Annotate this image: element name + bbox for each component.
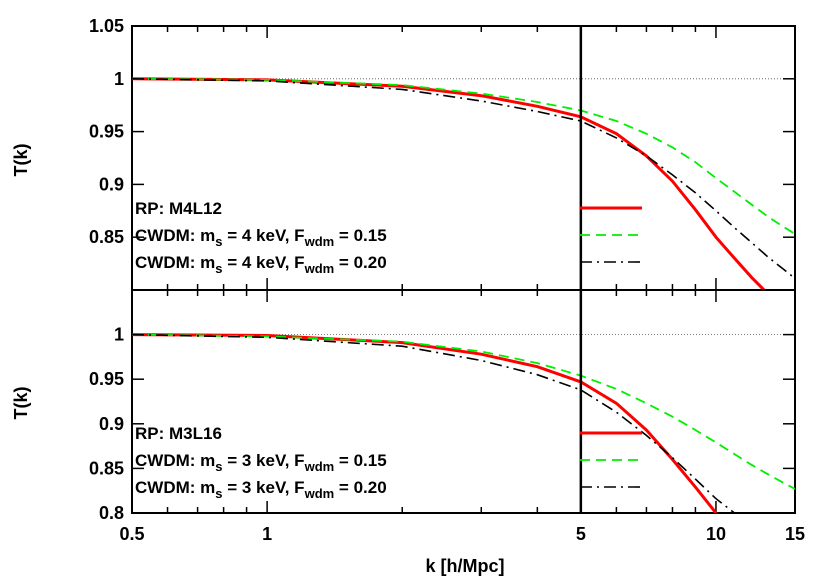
legend-entry-label: CWDM: ms = 4 keV, Fwdm = 0.20	[135, 253, 387, 276]
x-tick-label: 1	[262, 524, 272, 544]
y-tick-label: 1	[114, 325, 124, 345]
legend-text-part: s	[215, 459, 222, 474]
legend-text-main: RP: M3L16	[135, 424, 222, 443]
y-tick-label: 0.85	[89, 458, 124, 478]
x-tick-label: 5	[576, 524, 586, 544]
legend-text-part: wdm	[304, 486, 335, 501]
x-tick-label: 15	[785, 524, 805, 544]
legend-text-part: s	[215, 486, 222, 501]
legend-text-main: RP: M4L12	[135, 199, 222, 218]
legend-text-part: = 4 keV, F	[223, 226, 305, 245]
x-tick-label: 0.5	[119, 524, 144, 544]
y-tick-label: 0.95	[89, 122, 124, 142]
plot-frame	[131, 289, 796, 514]
legend-entry-label: CWDM: ms = 3 keV, Fwdm = 0.15	[135, 451, 387, 474]
legend-text-part: = 0.15	[334, 451, 386, 470]
y-tick-label: 1	[114, 69, 124, 89]
legend-text-part: CWDM: m	[135, 253, 215, 272]
y-tick-label: 0.85	[89, 227, 124, 247]
plot-frame	[131, 25, 796, 291]
legend-text-part: = 3 keV, F	[223, 451, 305, 470]
legend-entry-label: CWDM: ms = 3 keV, Fwdm = 0.20	[135, 478, 387, 501]
series-line-dashed	[132, 77, 795, 235]
x-tick-label: 10	[706, 524, 726, 544]
legend-text-part: = 0.20	[334, 253, 386, 272]
legend-text-part: = 0.20	[334, 478, 386, 497]
y-tick-label: 1.05	[89, 16, 124, 36]
legend-text-part: = 0.15	[334, 226, 386, 245]
y-axis-label: T(k)	[11, 144, 31, 177]
series-line-dashdot	[132, 78, 795, 280]
legend-text-part: s	[215, 234, 222, 249]
legend-text-part: CWDM: m	[135, 478, 215, 497]
legend-text-part: CWDM: m	[135, 226, 215, 245]
legend-text-part: wdm	[304, 234, 335, 249]
legend-text-part: = 3 keV, F	[223, 478, 305, 497]
y-tick-label: 0.9	[99, 414, 124, 434]
legend-entry-label: RP: M4L12	[135, 199, 222, 218]
y-axis-label: T(k)	[11, 387, 31, 420]
legend-text-part: CWDM: m	[135, 451, 215, 470]
y-tick-label: 0.95	[89, 369, 124, 389]
legend-text-part: s	[215, 261, 222, 276]
y-tick-label: 0.9	[99, 174, 124, 194]
legend-text-part: wdm	[304, 459, 335, 474]
x-axis-label: k [h/Mpc]	[426, 556, 505, 576]
legend-entry-label: CWDM: ms = 4 keV, Fwdm = 0.15	[135, 226, 387, 249]
legend-entry-label: RP: M3L16	[135, 424, 222, 443]
legend-text-part: wdm	[304, 261, 335, 276]
series-line-dashdot	[132, 333, 737, 513]
series-line-solid	[132, 77, 766, 290]
y-tick-label: 0.8	[99, 503, 124, 523]
series-line-dashed	[132, 333, 795, 490]
legend-text-part: = 4 keV, F	[223, 253, 305, 272]
